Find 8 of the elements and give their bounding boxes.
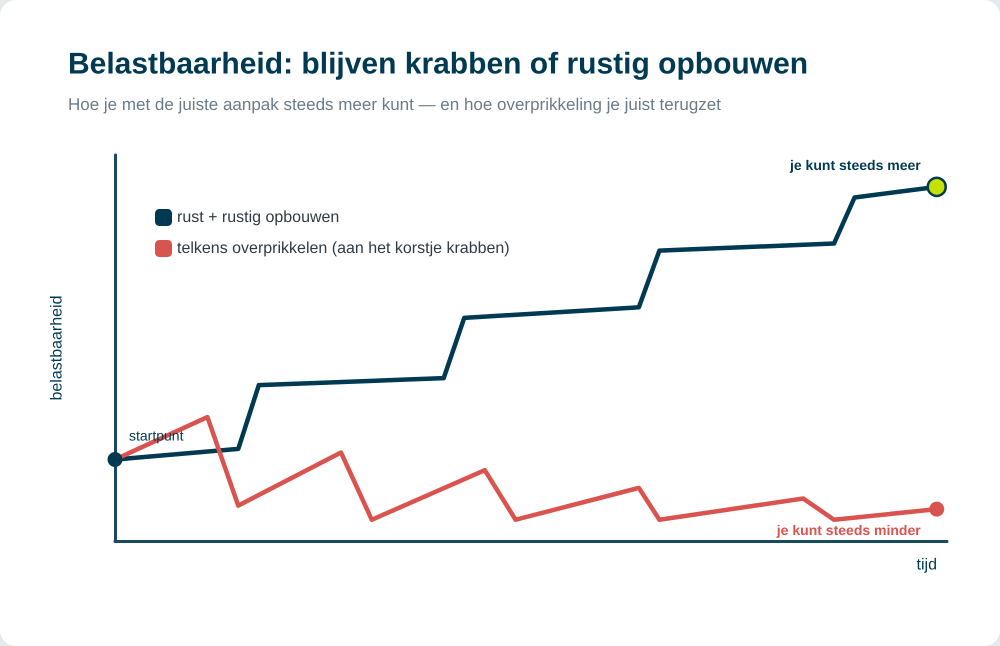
x-axis-title: tijd (916, 556, 937, 574)
legend-label: rust + rustig opbouwen (177, 209, 340, 226)
text: je kunt steeds meer (788, 156, 922, 173)
chart-subtitle: Hoe je met de juiste aanpak steeds meer kunt — en hoe overprikkeling je juist terugzet (68, 95, 722, 114)
annotation: je kunt steeds minder (776, 522, 922, 538)
chart-title: Belastbaarheid: blijven krabben of rustig opbouwen (68, 48, 808, 80)
y-axis-title: belastbaarheid (48, 296, 66, 400)
legend-label: telkens overprikkelen (aan het korstje krabben) (177, 240, 510, 257)
